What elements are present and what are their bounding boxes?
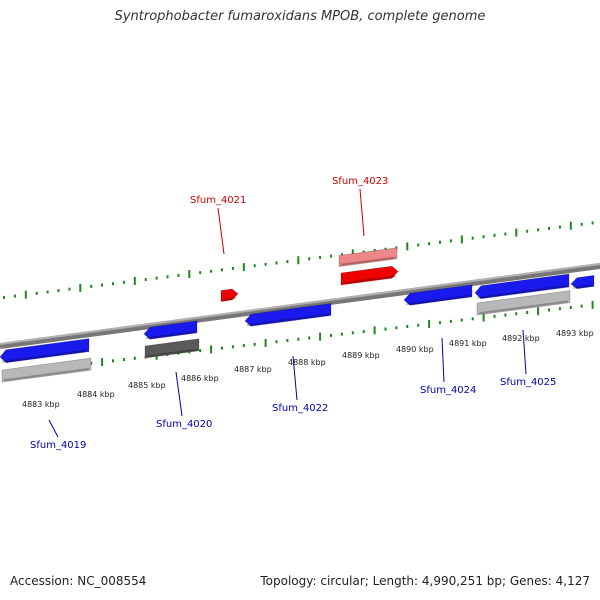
gene-sfum-4024-arrow xyxy=(403,284,473,306)
tick-label: 4889 kbp xyxy=(342,351,380,360)
gene-sfum-4022-label: Sfum_4022 xyxy=(272,403,328,414)
gene-partial-arrow-shade xyxy=(572,284,593,289)
gene-sfum-4019-arrow xyxy=(0,338,90,364)
gene-sfum-4020-track-shade xyxy=(146,348,198,358)
gene-sfum-4021-label: Sfum_4021 xyxy=(190,195,246,206)
tick-label: 4888 kbp xyxy=(288,358,326,367)
gene-sfum-4023-leader xyxy=(359,188,365,237)
gene-sfum-4020-arrow-shade xyxy=(145,330,196,340)
gene-sfum-4025-arrow-shade xyxy=(476,284,568,299)
gene-sfum-4025-arrow xyxy=(474,273,570,300)
tick-label: 4884 kbp xyxy=(77,390,115,399)
tick-label: 4891 kbp xyxy=(449,339,487,348)
tick-label: 4893 kbp xyxy=(556,329,594,338)
tick-label: 4886 kbp xyxy=(181,374,219,383)
gene-sfum-4021-arrow-shade xyxy=(222,297,237,301)
genome-summary: Topology: circular; Length: 4,990,251 bp… xyxy=(260,574,590,588)
gene-sfum-4020-label: Sfum_4020 xyxy=(156,419,212,430)
gene-sfum-4019-track-shade xyxy=(3,367,90,382)
gene-sfum-4025-track xyxy=(476,290,571,316)
gene-sfum-4019-arrow-shade xyxy=(1,349,88,363)
gene-partial-arrow xyxy=(570,274,595,290)
gene-sfum-4023-track xyxy=(338,247,398,267)
map-title: Syntrophobacter fumaroxidans MPOB, compl… xyxy=(114,9,486,24)
gene-sfum-4025-track-shade xyxy=(478,300,569,315)
gene-sfum-4025-label: Sfum_4025 xyxy=(500,377,556,388)
tick-label: 4890 kbp xyxy=(396,345,434,354)
gene-sfum-4024-arrow-shade xyxy=(405,294,471,306)
gene-sfum-4024-label: Sfum_4024 xyxy=(420,385,476,396)
tick-label: 4892 kbp xyxy=(502,334,540,343)
tick-label: 4887 kbp xyxy=(234,365,272,374)
tick-label: 4883 kbp xyxy=(22,400,60,409)
genome-backbone-highlight xyxy=(0,263,600,345)
gene-sfum-4021-leader xyxy=(217,207,225,255)
gene-sfum-4020-leader xyxy=(175,371,183,417)
gene-sfum-4021-arrow xyxy=(220,288,239,302)
accession-label: Accession: NC_008554 xyxy=(10,574,147,588)
gene-sfum-4023-arrow xyxy=(340,265,399,286)
gene-sfum-4022-leader xyxy=(292,355,298,401)
gene-sfum-4020-arrow xyxy=(143,320,198,340)
genome-backbone xyxy=(0,263,600,349)
gene-sfum-4022-arrow xyxy=(244,303,332,327)
gene-sfum-4023-label: Sfum_4023 xyxy=(332,176,388,187)
gene-sfum-4019-leader xyxy=(48,419,59,438)
gene-sfum-4023-arrow-shade xyxy=(342,275,397,285)
gene-sfum-4024-leader xyxy=(441,337,445,383)
tick-label: 4885 kbp xyxy=(128,381,166,390)
gene-sfum-4022-arrow-shade xyxy=(246,313,330,327)
gene-sfum-4019-track xyxy=(1,357,92,383)
gene-sfum-4023-track-shade xyxy=(340,256,396,266)
gene-sfum-4025-leader xyxy=(522,329,527,375)
gene-sfum-4019-label: Sfum_4019 xyxy=(30,440,86,451)
gene-sfum-4020-track xyxy=(144,338,200,359)
